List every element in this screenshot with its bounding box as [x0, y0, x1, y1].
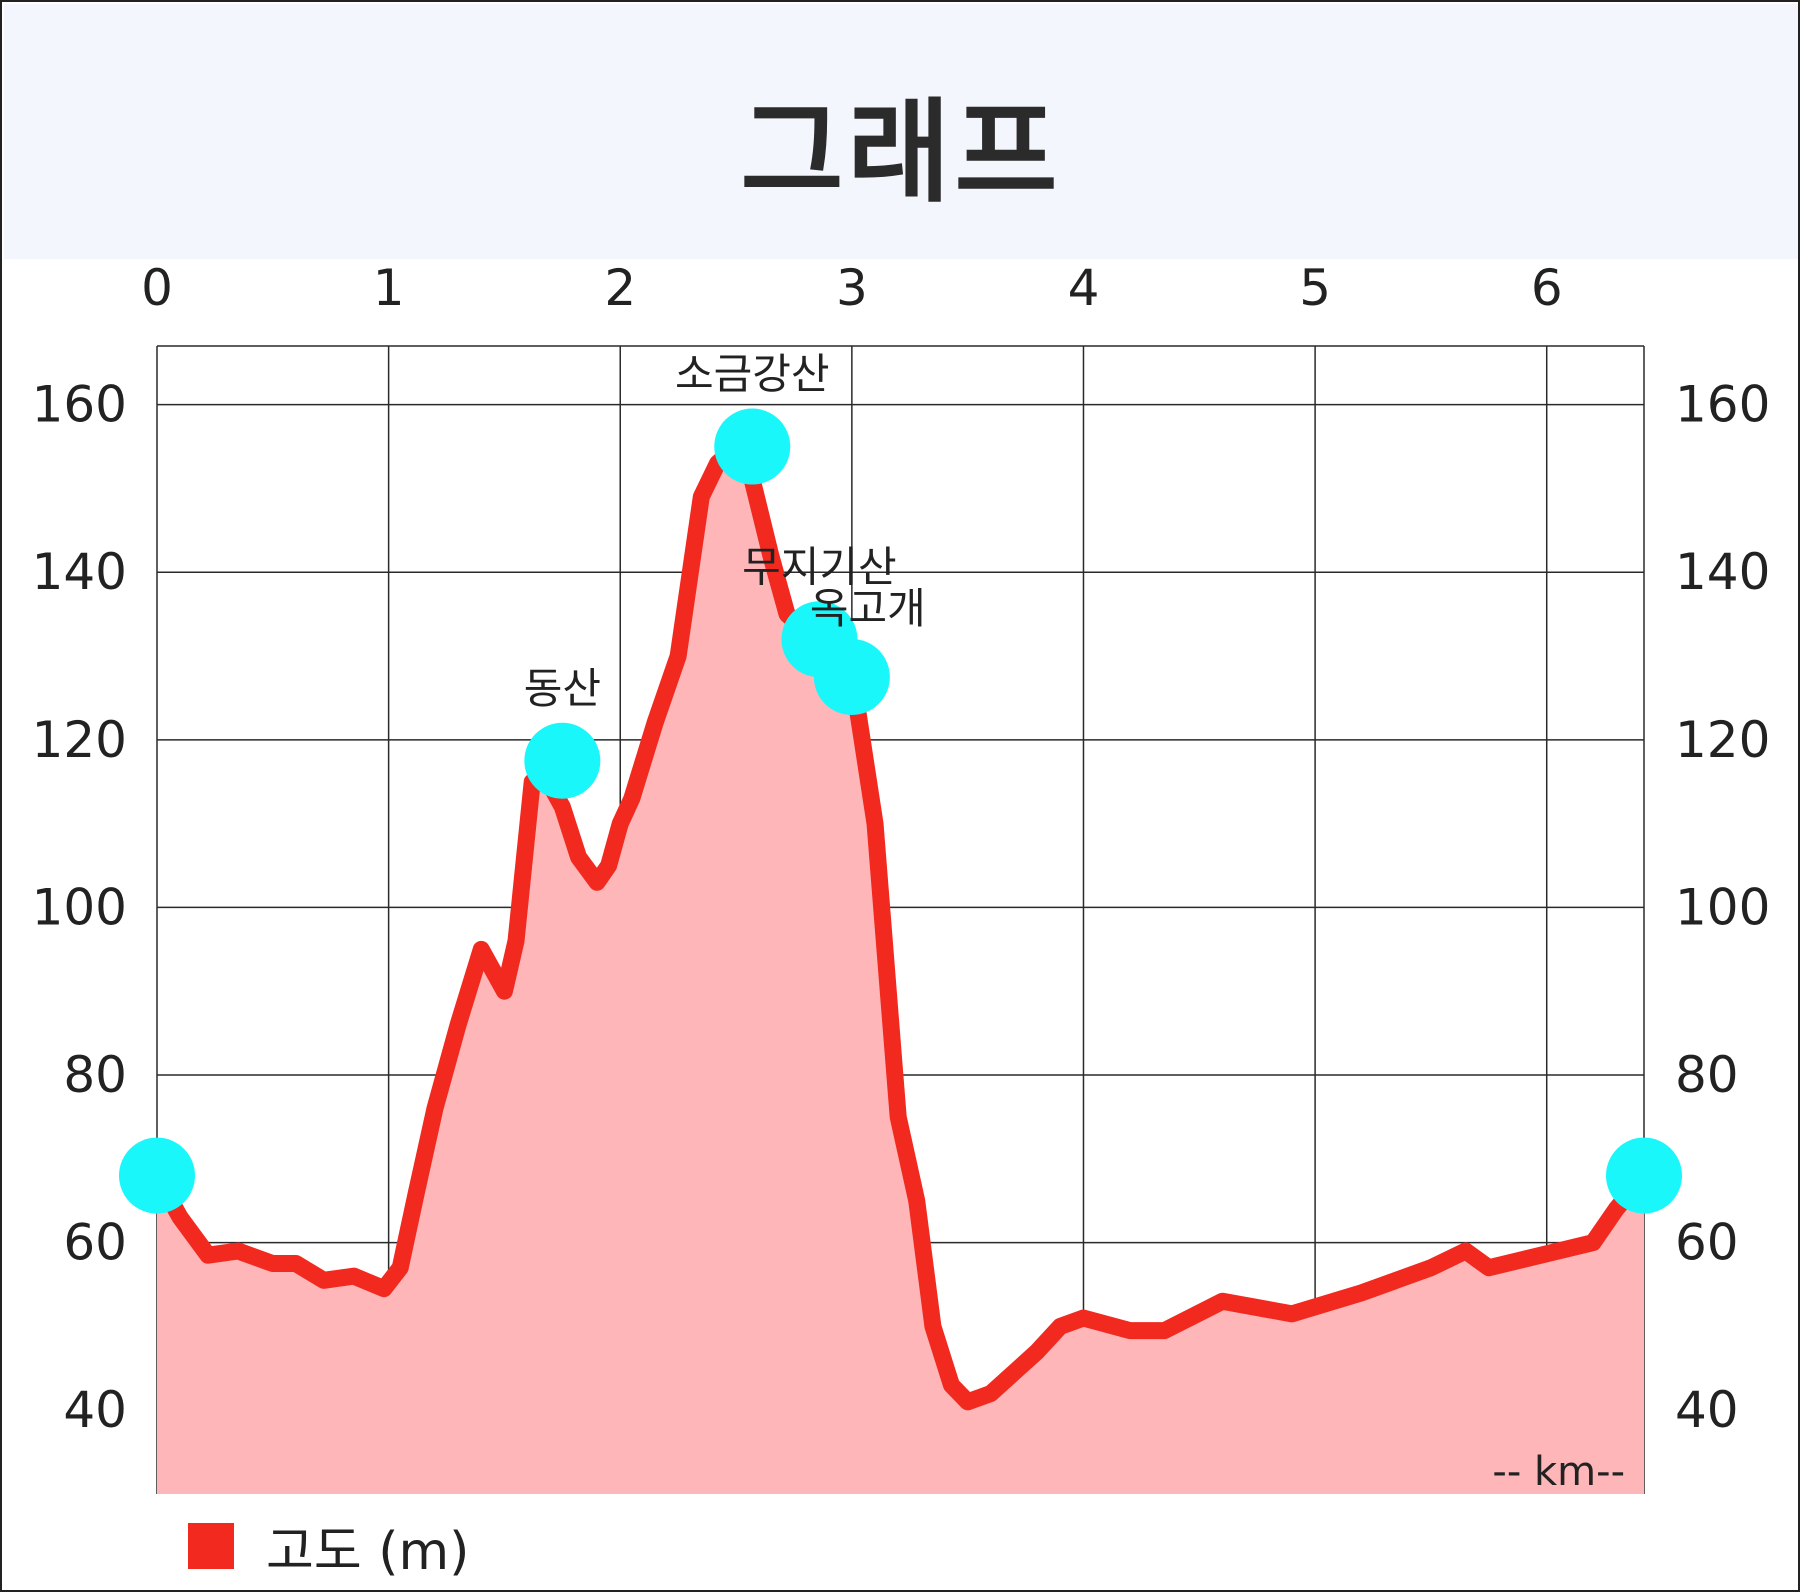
endpoint-marker	[119, 1137, 195, 1214]
x-tick-label: 4	[1068, 259, 1100, 317]
y-tick-label-right: 100	[1675, 878, 1770, 936]
line-layer	[148, 438, 1653, 1411]
y-tick-label-left: 160	[32, 376, 127, 434]
area-layer	[157, 446, 1644, 1495]
y-tick-label-right: 60	[1675, 1214, 1739, 1272]
y-tick-label-right: 120	[1675, 711, 1770, 769]
elevation-line	[148, 438, 1653, 1411]
y-tick-label-left: 40	[63, 1381, 127, 1439]
legend: 고도 (m)	[188, 1518, 469, 1582]
y-tick-label-left: 80	[63, 1046, 127, 1104]
y-tick-label-right: 80	[1675, 1046, 1739, 1104]
y-tick-label-right: 140	[1675, 543, 1770, 601]
label-layer: 0 1 2 3 4 5 6 40 40 60 60 80 80 100 100 120 120 140 140 160…	[32, 259, 1771, 1439]
endpoint-marker	[1606, 1137, 1682, 1214]
peak-marker	[524, 722, 601, 799]
peak-marker	[714, 408, 791, 485]
legend-label: 고도 (m)	[266, 1521, 470, 1582]
y-tick-label-left: 140	[32, 543, 127, 601]
y-tick-label-left: 120	[32, 711, 127, 769]
peak-label: 소금강산	[675, 350, 830, 399]
page-title: 그래프	[740, 88, 1062, 218]
y-tick-label-right: 40	[1675, 1381, 1739, 1439]
peak-label: 옥고개	[810, 584, 926, 633]
x-tick-label: 6	[1531, 259, 1563, 317]
peak-marker	[813, 638, 890, 715]
x-tick-label: 0	[141, 259, 173, 317]
x-tick-label: 5	[1299, 259, 1331, 317]
area-fill	[157, 446, 1644, 1495]
y-tick-label-left: 60	[63, 1214, 127, 1272]
marker-layer	[119, 408, 1682, 1214]
legend-swatch	[188, 1523, 234, 1569]
x-tick-label: 3	[836, 259, 868, 317]
x-tick-label: 2	[604, 259, 636, 317]
peak-label: 동산	[524, 664, 601, 713]
x-axis-unit-label: -- km--	[1492, 1449, 1625, 1495]
peak-label: 무지기산	[742, 542, 897, 591]
x-tick-label: 1	[373, 259, 405, 317]
y-tick-label-right: 160	[1675, 376, 1770, 434]
y-tick-label-left: 100	[32, 878, 127, 936]
header-bar: 그래프	[4, 4, 1798, 259]
